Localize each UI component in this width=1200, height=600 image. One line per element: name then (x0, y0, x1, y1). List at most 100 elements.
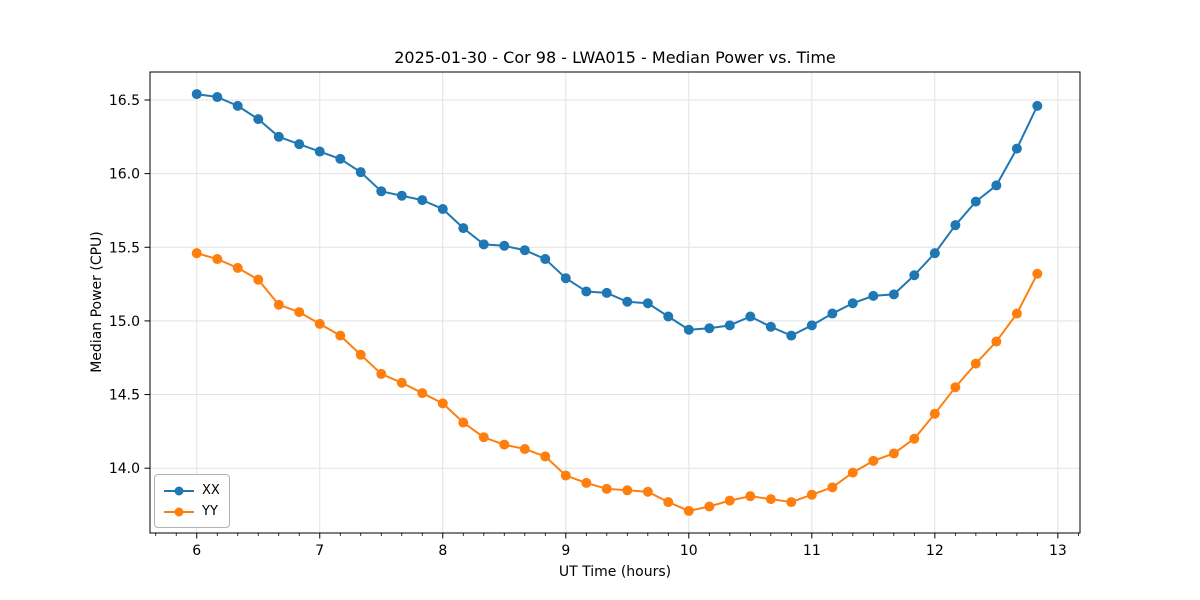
data-point-xx (909, 270, 920, 281)
data-point-yy (991, 336, 1002, 347)
data-point-yy (683, 505, 694, 516)
data-point-yy (355, 349, 366, 360)
data-point-yy (1011, 308, 1022, 319)
data-point-yy (314, 318, 325, 329)
data-point-xx (970, 196, 981, 207)
data-point-xx (458, 223, 469, 234)
data-point-xx (1032, 100, 1043, 111)
x-tick-label: 12 (926, 543, 944, 559)
data-point-xx (929, 248, 940, 259)
data-point-yy (335, 330, 346, 341)
data-point-xx (581, 286, 592, 297)
data-point-yy (888, 448, 899, 459)
data-point-xx (560, 273, 571, 284)
axes-spines (149, 71, 1081, 534)
data-point-xx (294, 139, 305, 150)
data-point-yy (273, 299, 284, 310)
y-tick-label: 14.0 (109, 461, 140, 477)
data-point-xx (437, 203, 448, 214)
data-point-yy (806, 489, 817, 500)
chart-title: 2025-01-30 - Cor 98 - LWA015 - Median Po… (394, 48, 836, 67)
data-point-xx (663, 311, 674, 322)
data-point-yy (745, 491, 756, 502)
data-point-yy (1032, 268, 1043, 279)
data-point-yy (827, 482, 838, 493)
data-point-xx (212, 92, 223, 103)
data-point-yy (929, 408, 940, 419)
data-point-xx (950, 220, 961, 231)
data-point-xx (519, 245, 530, 256)
data-point-yy (212, 254, 223, 265)
legend: XX YY (154, 474, 230, 528)
data-point-yy (622, 485, 633, 496)
data-point-yy (724, 495, 735, 506)
data-point-yy (970, 358, 981, 369)
legend-line-marker-yy (164, 507, 194, 516)
data-point-yy (868, 455, 879, 466)
data-point-yy (478, 432, 489, 443)
data-point-yy (642, 486, 653, 497)
data-point-yy (663, 497, 674, 508)
legend-line-marker-xx (164, 486, 194, 495)
data-point-xx (1011, 143, 1022, 154)
data-point-yy (540, 451, 551, 462)
data-point-yy (417, 388, 428, 399)
data-point-yy (765, 494, 776, 505)
data-point-yy (294, 307, 305, 318)
data-point-yy (601, 483, 612, 494)
data-point-xx (540, 254, 551, 265)
data-point-xx (478, 239, 489, 250)
legend-label-xx: XX (202, 483, 220, 498)
legend-label-yy: YY (202, 504, 218, 519)
y-tick-label: 15.5 (109, 240, 140, 256)
data-point-yy (847, 467, 858, 478)
data-point-xx (396, 190, 407, 201)
data-point-xx (745, 311, 756, 322)
legend-item-xx: XX (163, 480, 220, 501)
data-point-yy (581, 477, 592, 488)
data-point-yy (499, 439, 510, 450)
data-point-xx (786, 330, 797, 341)
data-point-yy (786, 497, 797, 508)
data-point-yy (253, 274, 264, 285)
y-tick-label: 16.5 (109, 93, 140, 109)
data-point-yy (396, 377, 407, 388)
data-point-xx (827, 308, 838, 319)
data-point-xx (806, 320, 817, 331)
data-point-xx (888, 289, 899, 300)
x-axis-label: UT Time (hours) (558, 564, 672, 580)
x-tick-label: 6 (192, 543, 201, 559)
y-tick-label: 15.0 (109, 314, 140, 330)
series-line-yy (196, 252, 1039, 512)
data-point-yy (232, 262, 243, 273)
data-point-xx (335, 153, 346, 164)
y-axis-label: Median Power (CPU) (89, 231, 105, 373)
data-point-xx (724, 320, 735, 331)
data-point-xx (601, 287, 612, 298)
data-point-xx (314, 146, 325, 157)
series-line-xx (196, 93, 1039, 337)
data-point-xx (868, 290, 879, 301)
data-point-yy (950, 382, 961, 393)
data-point-yy (909, 433, 920, 444)
x-tick-label: 7 (315, 543, 324, 559)
data-point-xx (765, 321, 776, 332)
y-tick-label: 16.0 (109, 167, 140, 183)
data-point-xx (683, 324, 694, 335)
y-tick-label: 14.5 (109, 388, 140, 404)
data-point-xx (355, 167, 366, 178)
data-point-yy (704, 501, 715, 512)
x-tick-label: 8 (438, 543, 447, 559)
x-tick-label: 13 (1049, 543, 1067, 559)
data-point-xx (417, 195, 428, 206)
data-point-xx (991, 180, 1002, 191)
data-point-xx (847, 298, 858, 309)
data-point-yy (191, 248, 202, 259)
data-point-yy (560, 470, 571, 481)
x-tick-label: 11 (803, 543, 821, 559)
data-point-xx (232, 100, 243, 111)
data-point-yy (458, 417, 469, 428)
data-point-xx (499, 240, 510, 251)
